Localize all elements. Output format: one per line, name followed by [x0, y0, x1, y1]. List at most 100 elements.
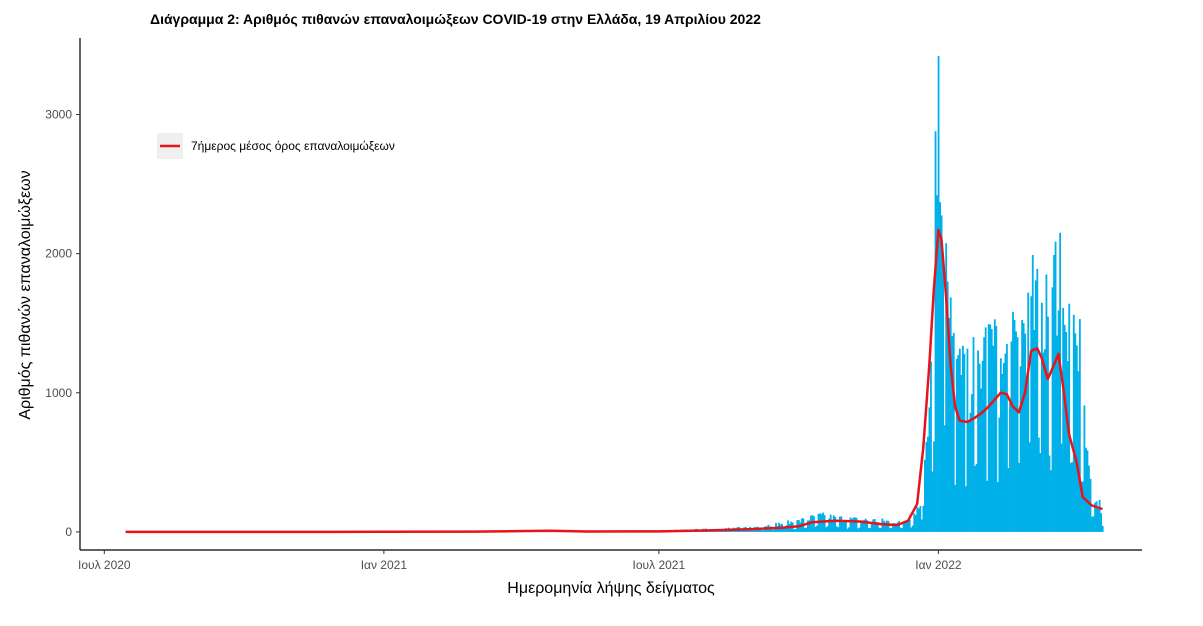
bar [961, 345, 964, 532]
bar [908, 519, 911, 532]
bar [925, 441, 928, 532]
bar [1092, 516, 1095, 532]
bar [1075, 345, 1078, 532]
bar [989, 324, 992, 532]
bar [848, 527, 850, 532]
bar [914, 515, 917, 532]
bar [960, 374, 963, 532]
bar [1010, 341, 1013, 532]
bar [1071, 462, 1074, 532]
bar [949, 297, 952, 532]
bar [999, 358, 1002, 532]
bar [890, 528, 893, 532]
bar [995, 326, 998, 532]
bar [1002, 362, 1005, 532]
bar [1054, 241, 1057, 532]
bar [1045, 274, 1048, 532]
bar [799, 522, 802, 532]
bar [718, 530, 721, 532]
bar [869, 527, 872, 532]
bar [1056, 335, 1058, 532]
bar [1019, 366, 1022, 532]
bar [1060, 443, 1063, 532]
bar [986, 480, 989, 532]
bar [826, 526, 829, 532]
bar [851, 518, 853, 532]
bar [945, 243, 948, 532]
bar [854, 517, 856, 532]
bar [1094, 502, 1096, 532]
bar [969, 412, 972, 532]
bar [922, 505, 925, 532]
bar [1088, 465, 1090, 532]
bar [1083, 405, 1086, 532]
bar [784, 528, 787, 532]
bar [740, 530, 742, 532]
bar [882, 520, 885, 532]
bar [1080, 481, 1083, 532]
y-tick-label: 1000 [45, 386, 72, 400]
bar [898, 521, 900, 532]
bar [814, 526, 817, 532]
bar [1001, 373, 1004, 532]
bar [1100, 513, 1103, 532]
bar [1036, 268, 1039, 532]
bar [936, 195, 938, 532]
bar [885, 520, 888, 532]
bar [1021, 320, 1024, 532]
bar [879, 527, 882, 532]
bar [1009, 403, 1011, 532]
bar [971, 394, 973, 532]
bar [840, 516, 843, 532]
bar [773, 528, 776, 532]
bar [750, 530, 753, 532]
bar [889, 527, 891, 532]
bar [761, 530, 764, 532]
bar [928, 407, 931, 532]
bar [981, 360, 984, 532]
legend: 7ήμερος μέσος όρος επαναλοιμώξεων [157, 133, 395, 159]
bar [1018, 462, 1020, 532]
bar [917, 508, 920, 532]
x-tick-label: Ιαν 2021 [361, 558, 408, 572]
bar [1039, 453, 1042, 532]
bar [1077, 371, 1080, 532]
bar [870, 522, 873, 532]
bar [1048, 455, 1051, 532]
bar [905, 520, 908, 532]
bar [1037, 437, 1040, 532]
bar [1069, 462, 1072, 532]
bar [1040, 302, 1043, 532]
bar [966, 348, 969, 532]
bar [875, 521, 878, 532]
bars-group [124, 56, 1104, 532]
bar [835, 526, 838, 532]
bar [1006, 344, 1008, 532]
x-axis-title: Ημερομηνία λήψης δείγματος [507, 580, 715, 597]
x-tick-label: Ιουλ 2020 [78, 558, 131, 572]
bar [923, 459, 926, 532]
bar [849, 517, 852, 532]
bar [832, 515, 835, 532]
y-tick-label: 3000 [45, 108, 72, 122]
bar [785, 525, 788, 532]
bar [772, 530, 774, 532]
bar [895, 523, 897, 532]
bar [1013, 319, 1016, 532]
bar [1091, 516, 1093, 532]
bar [943, 425, 946, 532]
bar [939, 202, 941, 532]
bar [933, 441, 935, 532]
bar [1063, 324, 1066, 532]
bar [934, 131, 937, 532]
bar [872, 519, 875, 532]
bar [1028, 442, 1031, 532]
bar [1012, 311, 1014, 532]
bar [1097, 508, 1099, 532]
bar [993, 319, 996, 532]
bar [974, 465, 976, 532]
bar [1030, 296, 1033, 532]
bar [1042, 352, 1045, 532]
bar [855, 517, 858, 532]
bar [927, 436, 929, 532]
